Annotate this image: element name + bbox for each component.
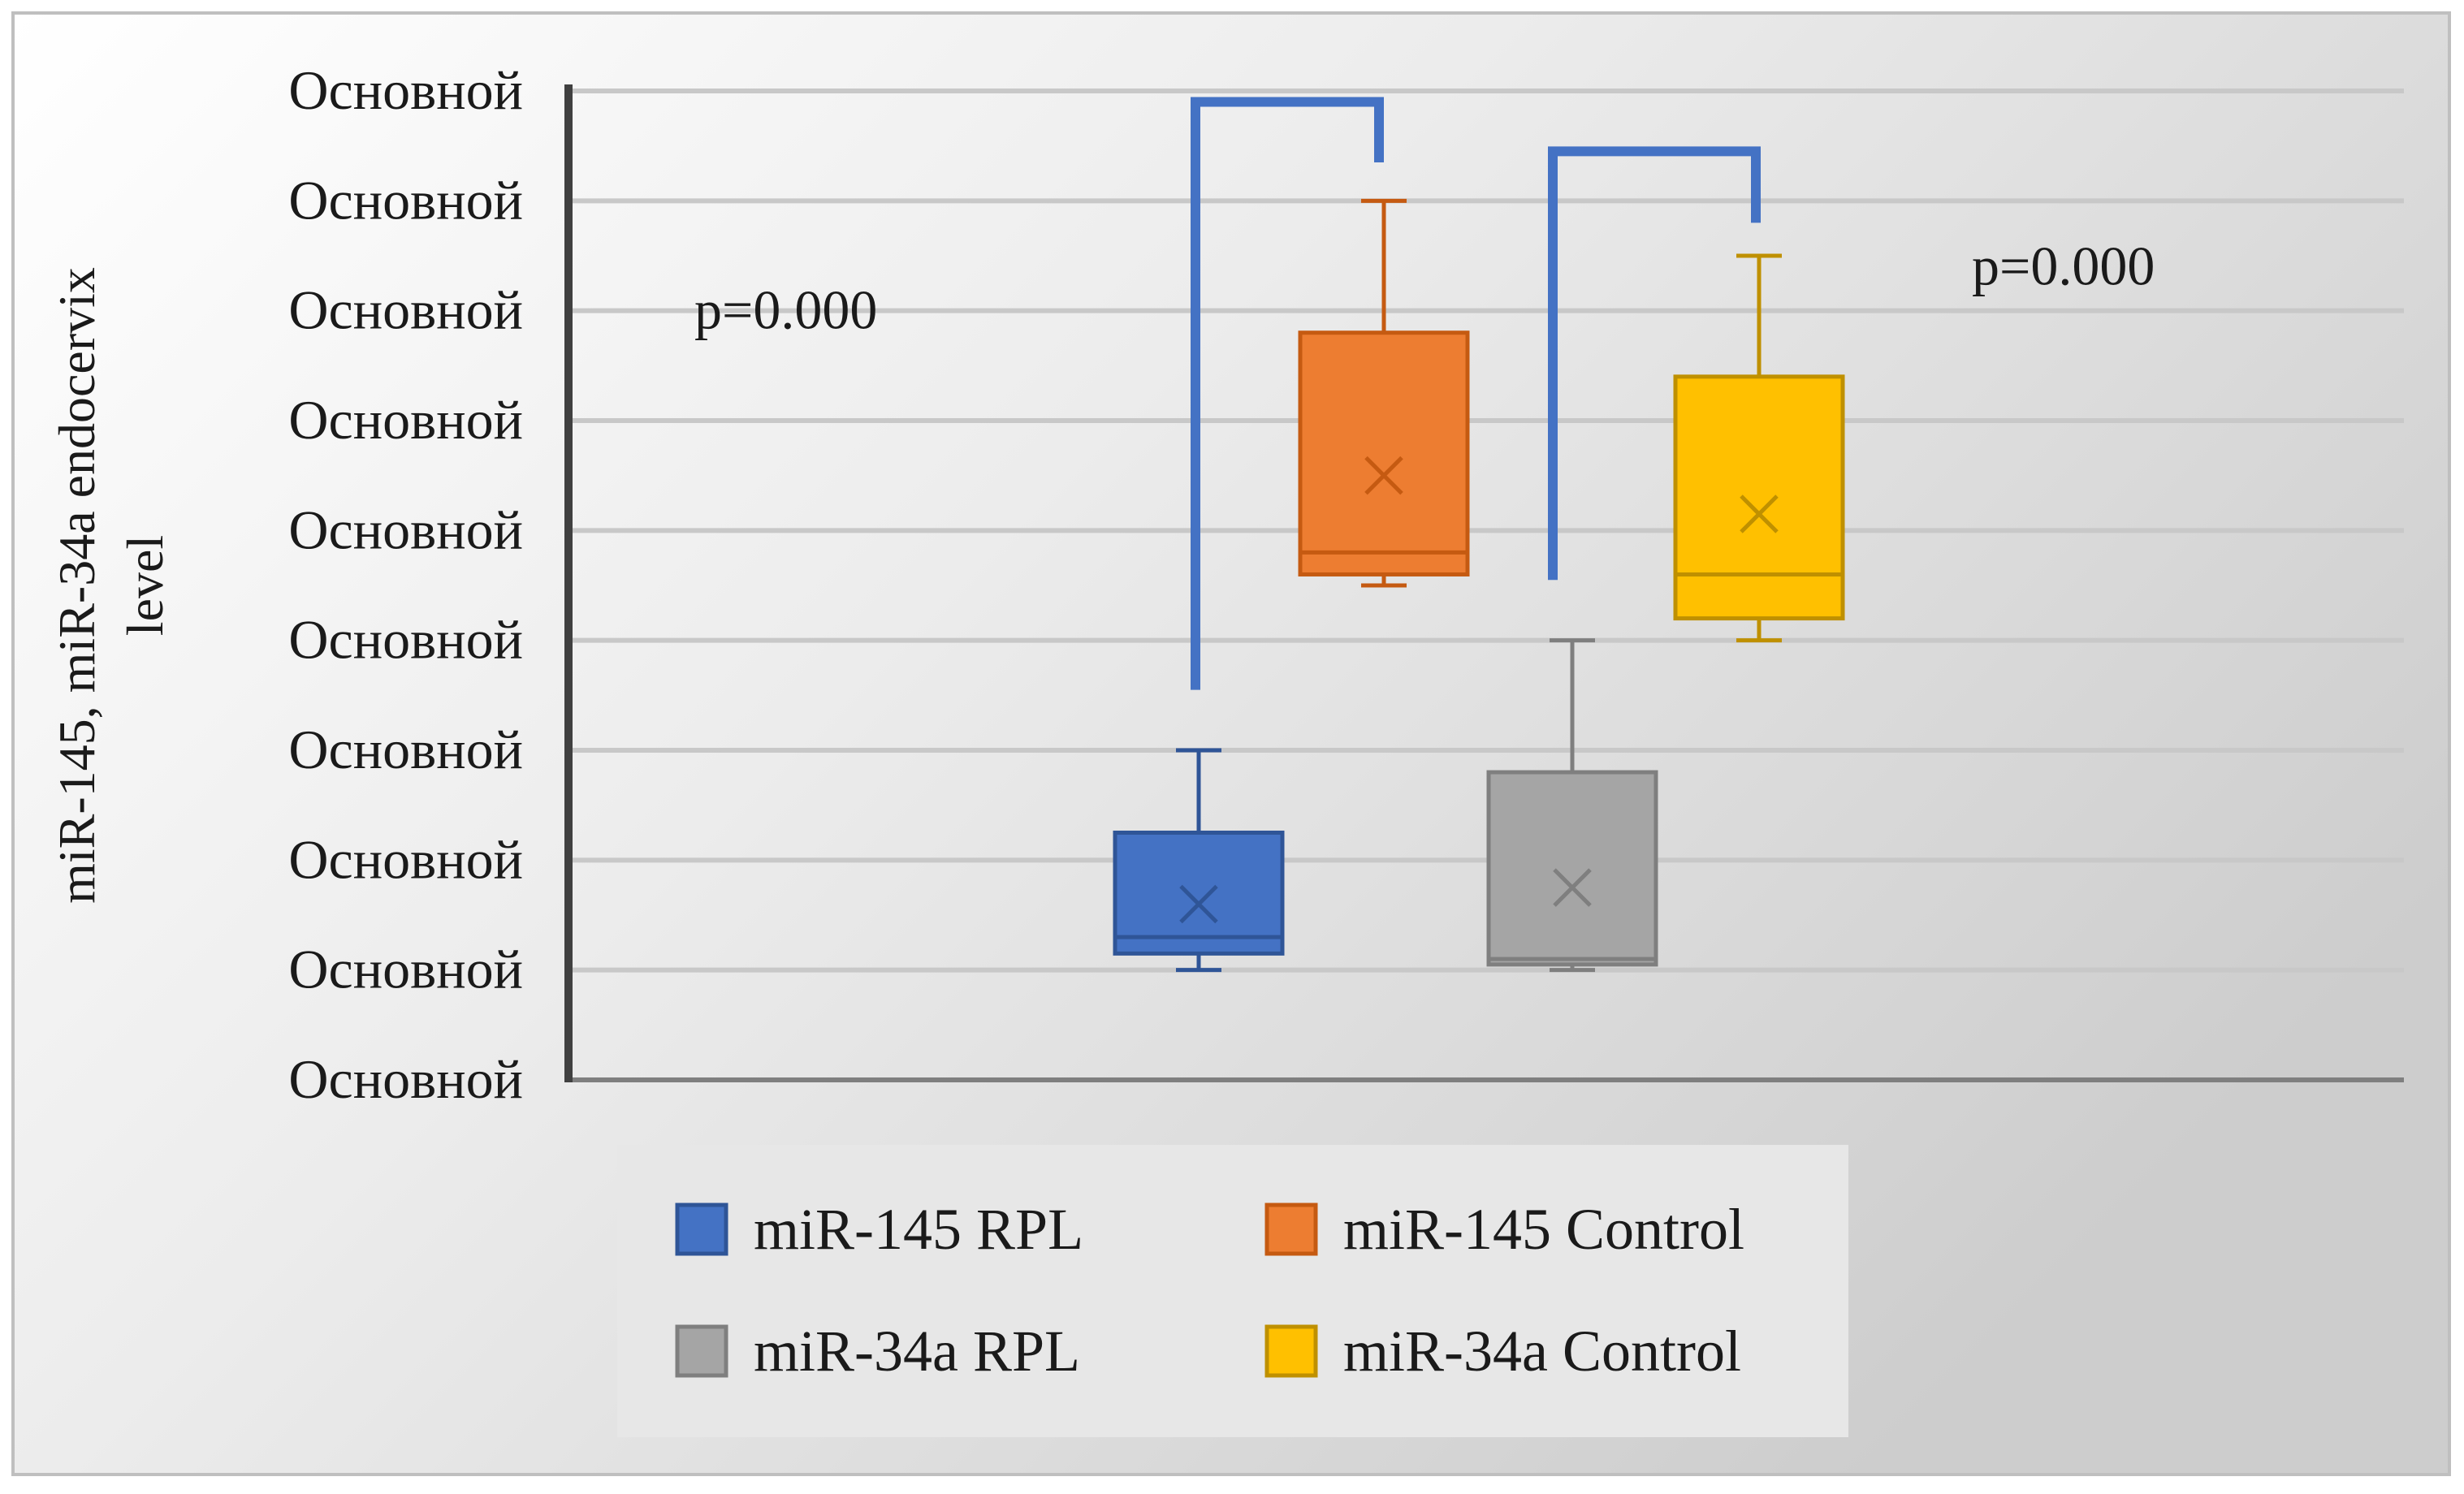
y-axis-title: miR-145, miR-34a endocervix level bbox=[48, 267, 174, 904]
y-tick-label: Основной bbox=[288, 828, 523, 890]
box-mir-145-rpl bbox=[1113, 748, 1285, 973]
significance-bracket bbox=[1548, 146, 1761, 581]
y-tick-labels: Основной Основной Основной Основной Основной… bbox=[288, 59, 523, 1110]
legend-swatch bbox=[675, 1324, 728, 1378]
mean-marker bbox=[1179, 884, 1218, 924]
y-axis-title-line: miR-145, miR-34a endocervix bbox=[48, 267, 106, 904]
box-series bbox=[1113, 198, 1845, 973]
mean-marker bbox=[1740, 494, 1779, 533]
legend-label: miR-34a RPL bbox=[754, 1319, 1080, 1384]
y-axis-title-line: level bbox=[116, 535, 174, 636]
legend-label: miR-145 Control bbox=[1343, 1197, 1744, 1262]
legend-item: miR-34a RPL bbox=[675, 1319, 1080, 1384]
y-tick-label: Основной bbox=[288, 279, 523, 341]
gridlines bbox=[568, 89, 2404, 973]
y-tick-label: Основной bbox=[288, 59, 523, 121]
y-tick-label: Основной bbox=[288, 1048, 523, 1110]
legend-item: miR-145 Control bbox=[1264, 1197, 1744, 1262]
legend-box bbox=[617, 1145, 1848, 1437]
p-value-label: p=0.000 bbox=[1972, 235, 2155, 297]
y-tick-label: Основной bbox=[288, 169, 523, 231]
box-iqr bbox=[1486, 770, 1658, 967]
axes bbox=[564, 84, 2404, 1082]
legend-label: miR-34a Control bbox=[1343, 1319, 1741, 1384]
p-value-label: p=0.000 bbox=[694, 279, 877, 341]
legend-label: miR-145 RPL bbox=[754, 1197, 1083, 1262]
mean-marker bbox=[1364, 456, 1403, 495]
y-tick-label: Основной bbox=[288, 939, 523, 1000]
box-iqr bbox=[1298, 330, 1470, 576]
legend-swatch bbox=[1264, 1324, 1318, 1378]
y-tick-label: Основной bbox=[288, 719, 523, 780]
significance-brackets: p=0.000 p=0.000 bbox=[694, 97, 2155, 690]
y-tick-label: Основной bbox=[288, 389, 523, 451]
legend-swatch bbox=[1264, 1203, 1318, 1256]
legend-swatch bbox=[675, 1203, 728, 1256]
legend-item: miR-145 RPL bbox=[675, 1197, 1083, 1262]
y-tick-label: Основной bbox=[288, 499, 523, 560]
box-mir-34a-control bbox=[1673, 253, 1845, 643]
box-mir-34a-rpl bbox=[1486, 638, 1658, 973]
mean-marker bbox=[1553, 868, 1592, 907]
box-iqr bbox=[1673, 374, 1845, 621]
legend-item: miR-34a Control bbox=[1264, 1319, 1741, 1384]
box-iqr bbox=[1113, 831, 1285, 956]
y-tick-label: Основной bbox=[288, 609, 523, 671]
box-mir-145-control bbox=[1298, 198, 1470, 588]
significance-bracket bbox=[1191, 97, 1384, 690]
legend: miR-145 RPL miR-145 Control miR-34a RPL miR… bbox=[617, 1145, 1848, 1437]
